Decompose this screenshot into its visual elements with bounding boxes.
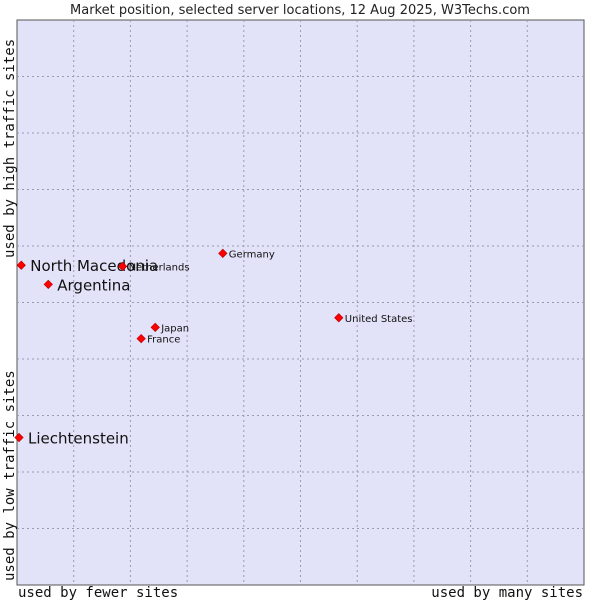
point-label-france: France [147,335,180,346]
point-label-netherlands: Netherlands [129,262,190,273]
y-axis-label-low: used by low traffic sites [2,370,18,581]
x-axis-label-low: used by fewer sites [18,585,178,600]
chart-title: Market position, selected server locatio… [70,3,530,18]
point-marker-north-macedonia [16,260,26,270]
point-marker-argentina [43,279,53,290]
y-axis-label-high: used by high traffic sites [2,39,18,258]
point-marker-japan [150,322,160,332]
point-label-north-macedonia: North Macedonia [30,257,158,275]
point-marker-netherlands [117,261,128,271]
point-label-japan: Japan [160,323,189,334]
grid-lines [17,20,584,585]
point-marker-germany [218,248,228,258]
point-label-united-states: United States [345,314,413,325]
x-axis-label-high: used by many sites [431,585,583,600]
point-marker-france [136,334,146,344]
point-label-germany: Germany [229,249,275,260]
point-marker-united-states [334,313,344,323]
point-label-liechtenstein: Liechtenstein [28,430,129,448]
point-label-argentina: Argentina [57,276,130,294]
point-marker-liechtenstein [14,432,24,443]
